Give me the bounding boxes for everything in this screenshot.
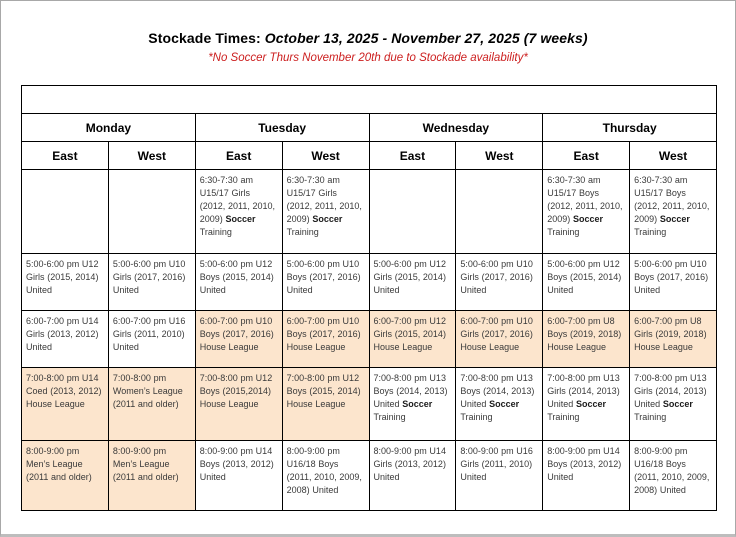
field-header-monday-east: East xyxy=(21,141,109,170)
field-header-monday-west: West xyxy=(107,141,196,170)
cell-wednesday-west: 6:00-7:00 pm U10 Girls (2017, 2016) Hous… xyxy=(455,310,544,368)
title-prefix: Stockade Times: xyxy=(148,30,265,46)
day-header-tuesday: Tuesday xyxy=(194,113,370,142)
availability-note: *No Soccer Thurs November 20th due to St… xyxy=(208,52,528,64)
field-header-tuesday-east: East xyxy=(194,141,283,170)
day-header-wednesday: Wednesday xyxy=(368,113,544,142)
day-header-row: Monday Tuesday Wednesday Thursday xyxy=(21,113,717,142)
cell-tuesday-west: 8:00-9:00 pm U16/18 Boys (2011, 2010, 20… xyxy=(281,440,370,511)
cell-wednesday-east: 8:00-9:00 pm U14 Girls (2013, 2012) Unit… xyxy=(368,440,457,511)
cell-wednesday-west xyxy=(455,169,544,254)
field-header-thursday-east: East xyxy=(542,141,631,170)
cell-thursday-west: 6:00-7:00 pm U8 Girls (2019, 2018) House… xyxy=(629,310,717,368)
cell-monday-west: 8:00-9:00 pm Men’s League (2011 and olde… xyxy=(107,440,196,511)
field-header-tuesday-west: West xyxy=(281,141,370,170)
cell-thursday-west: 6:30-7:30 am U15/17 Boys (2012, 2011, 20… xyxy=(629,169,717,254)
title-date-range: October 13, 2025 - November 27, 2025 (7 … xyxy=(264,30,588,46)
schedule-row-8-00-9-00-pm: 8:00-9:00 pm Men’s League (2011 and olde… xyxy=(21,440,717,511)
cell-wednesday-west: 8:00-9:00 pm U16 Girls (2011, 2010) Unit… xyxy=(455,440,544,511)
day-header-thursday: Thursday xyxy=(542,113,717,142)
schedule-row-6-30-7-30-am: 6:30-7:30 am U15/17 Girls (2012, 2011, 2… xyxy=(21,169,717,254)
cell-tuesday-west: 6:00-7:00 pm U10 Boys (2017, 2016) House… xyxy=(281,310,370,368)
cell-monday-east: 7:00-8:00 pm U14 Coed (2013, 2012) House… xyxy=(21,367,109,441)
cell-wednesday-east xyxy=(368,169,457,254)
cell-monday-west: 7:00-8:00 pm Women’s League (2011 and ol… xyxy=(107,367,196,441)
day-header-monday: Monday xyxy=(21,113,196,142)
cell-monday-east: 8:00-9:00 pm Men’s League (2011 and olde… xyxy=(21,440,109,511)
schedule-row-6-00-7-00-pm: 6:00-7:00 pm U14 Girls (2013, 2012) Unit… xyxy=(21,310,717,368)
cell-tuesday-east: 6:00-7:00 pm U10 Boys (2017, 2016) House… xyxy=(194,310,283,368)
cell-monday-west xyxy=(107,169,196,254)
cell-thursday-west: 8:00-9:00 pm U16/18 Boys (2011, 2010, 20… xyxy=(629,440,717,511)
cell-wednesday-east: 5:00-6:00 pm U12 Girls (2015, 2014) Unit… xyxy=(368,253,457,311)
cell-thursday-east: 8:00-9:00 pm U14 Boys (2013, 2012) Unite… xyxy=(542,440,631,511)
cell-monday-east: 6:00-7:00 pm U14 Girls (2013, 2012) Unit… xyxy=(21,310,109,368)
cell-wednesday-east: 7:00-8:00 pm U13 Boys (2014, 2013) Unite… xyxy=(368,367,457,441)
cell-thursday-east: 6:30-7:30 am U15/17 Boys (2012, 2011, 20… xyxy=(542,169,631,254)
cell-thursday-east: 6:00-7:00 pm U8 Boys (2019, 2018) House … xyxy=(542,310,631,368)
cell-tuesday-east: 7:00-8:00 pm U12 Boys (2015,2014) House … xyxy=(194,367,283,441)
cell-tuesday-east: 6:30-7:30 am U15/17 Girls (2012, 2011, 2… xyxy=(194,169,283,254)
page-title: Stockade Times: October 13, 2025 - Novem… xyxy=(1,30,735,46)
cell-thursday-west: 7:00-8:00 pm U13 Girls (2014, 2013) Unit… xyxy=(629,367,717,441)
field-header-row: East West East West East West East West xyxy=(21,141,717,170)
cell-tuesday-east: 5:00-6:00 pm U12 Boys (2015, 2014) Unite… xyxy=(194,253,283,311)
cell-wednesday-east: 6:00-7:00 pm U12 Girls (2015, 2014) Hous… xyxy=(368,310,457,368)
field-header-thursday-west: West xyxy=(629,141,717,170)
schedule-table: Monday Tuesday Wednesday Thursday East West E… xyxy=(21,85,717,511)
schedule-row-5-00-6-00-pm: 5:00-6:00 pm U12 Girls (2015, 2014) Unit… xyxy=(21,253,717,311)
cell-monday-east: 5:00-6:00 pm U12 Girls (2015, 2014) Unit… xyxy=(21,253,109,311)
schedule-row-7-00-8-00-pm: 7:00-8:00 pm U14 Coed (2013, 2012) House… xyxy=(21,367,717,441)
cell-wednesday-west: 7:00-8:00 pm U13 Boys (2014, 2013) Unite… xyxy=(455,367,544,441)
cell-monday-west: 6:00-7:00 pm U16 Girls (2011, 2010) Unit… xyxy=(107,310,196,368)
cell-wednesday-west: 5:00-6:00 pm U10 Girls (2017, 2016) Unit… xyxy=(455,253,544,311)
cell-tuesday-west: 7:00-8:00 pm U12 Boys (2015, 2014) House… xyxy=(281,367,370,441)
cell-tuesday-east: 8:00-9:00 pm U14 Boys (2013, 2012) Unite… xyxy=(194,440,283,511)
cell-tuesday-west: 6:30-7:30 am U15/17 Girls (2012, 2011, 2… xyxy=(281,169,370,254)
cell-tuesday-west: 5:00-6:00 pm U10 Boys (2017, 2016) Unite… xyxy=(281,253,370,311)
cell-monday-east xyxy=(21,169,109,254)
field-header-wednesday-east: East xyxy=(368,141,457,170)
cell-monday-west: 5:00-6:00 pm U10 Girls (2017, 2016) Unit… xyxy=(107,253,196,311)
cell-thursday-west: 5:00-6:00 pm U10 Boys (2017, 2016) Unite… xyxy=(629,253,717,311)
cell-thursday-east: 5:00-6:00 pm U12 Boys (2015, 2014) Unite… xyxy=(542,253,631,311)
spacer-row xyxy=(21,85,717,114)
cell-thursday-east: 7:00-8:00 pm U13 Girls (2014, 2013) Unit… xyxy=(542,367,631,441)
spacer-cell xyxy=(21,85,717,114)
field-header-wednesday-west: West xyxy=(455,141,544,170)
